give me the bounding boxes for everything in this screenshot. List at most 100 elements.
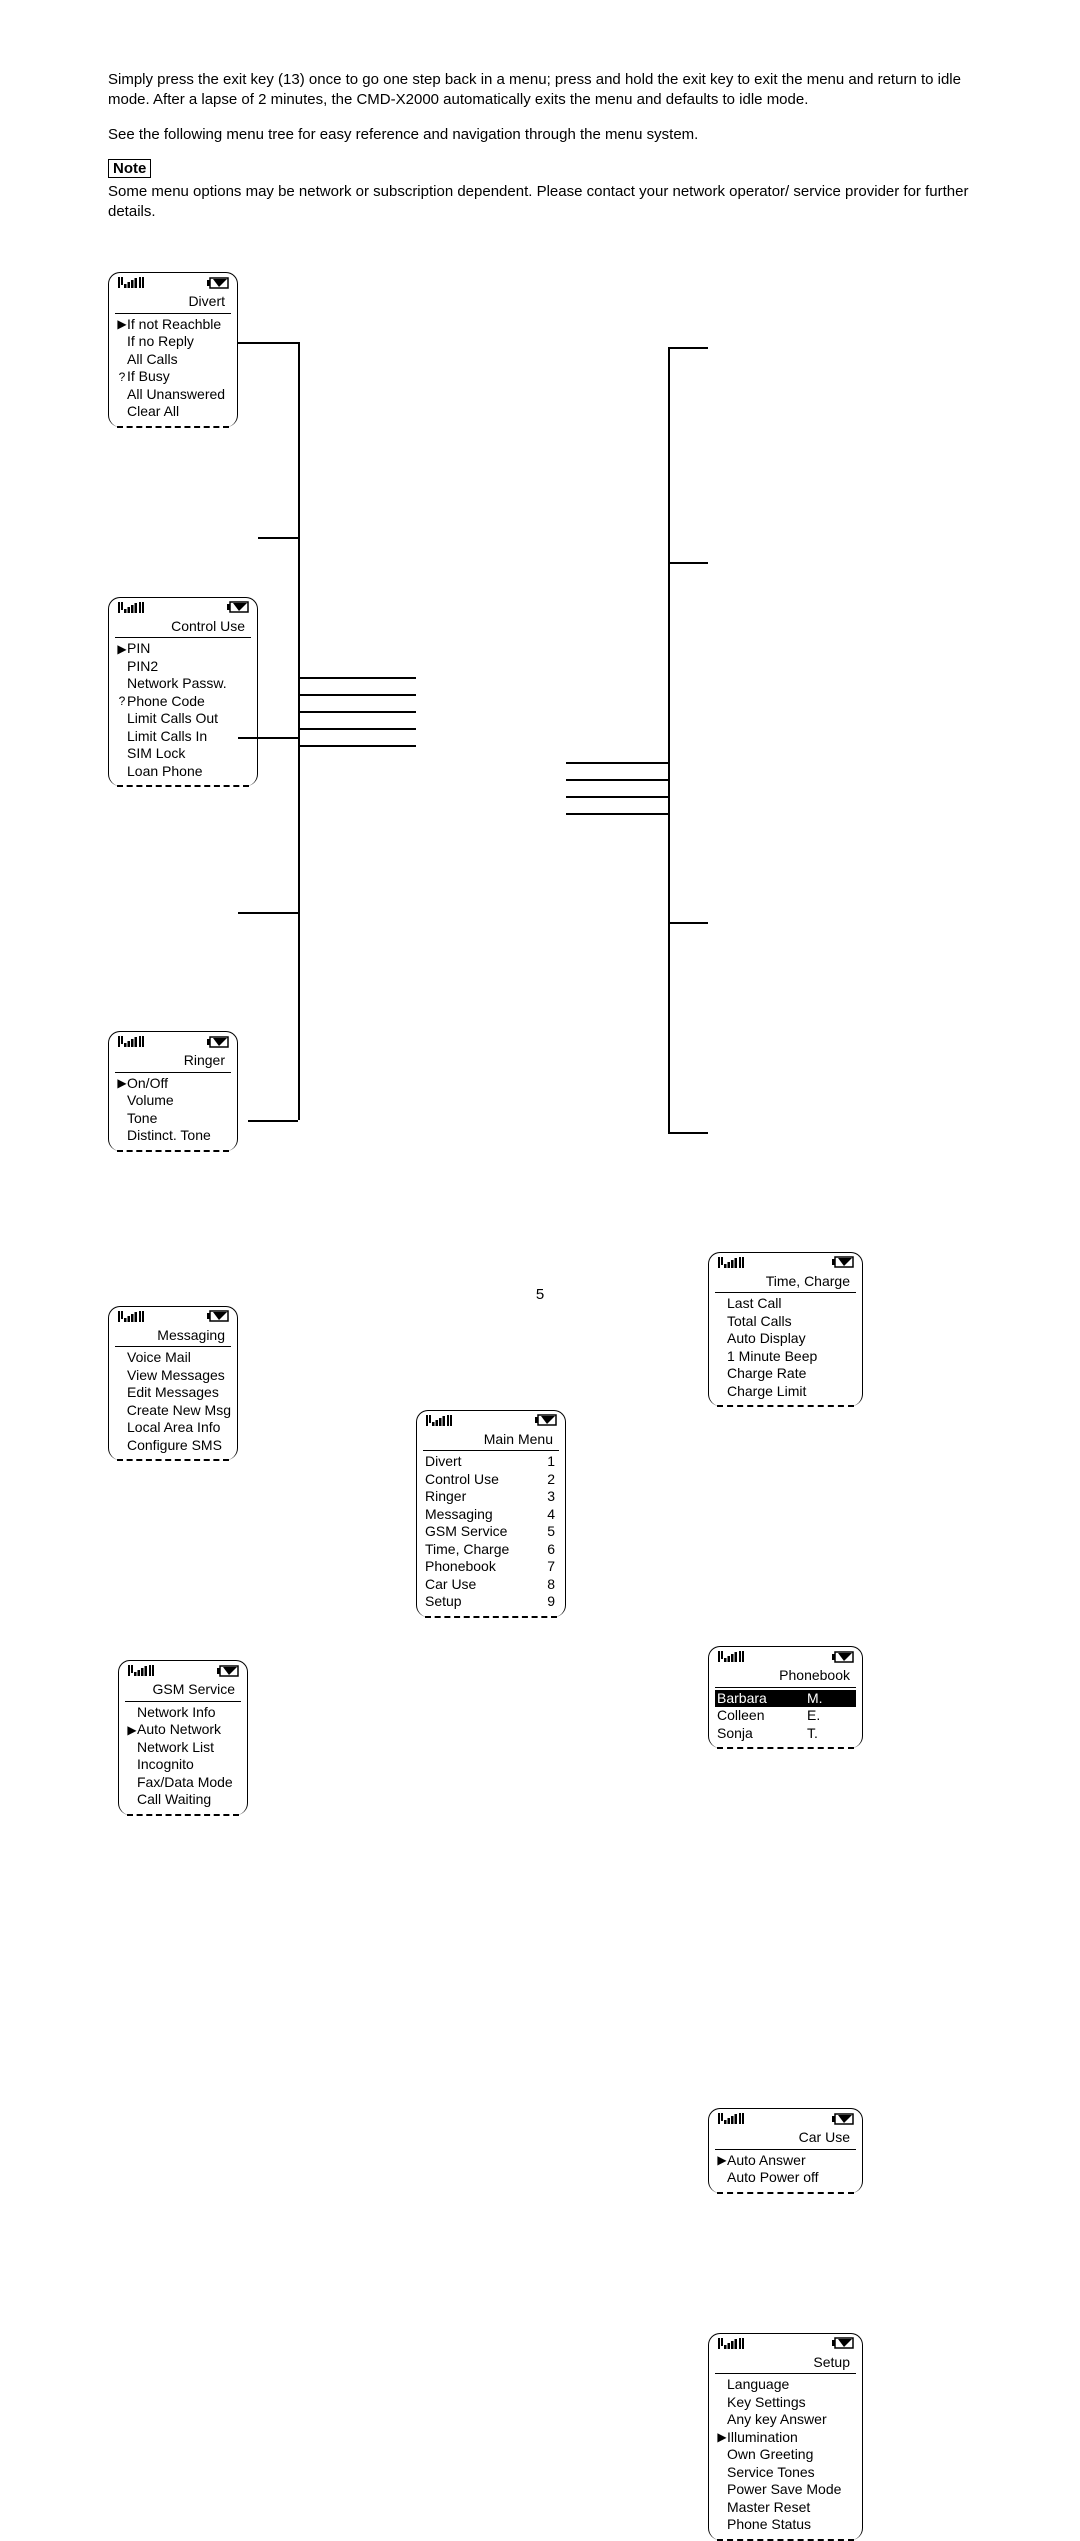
menu-item[interactable]: Call Waiting: [125, 1791, 241, 1809]
intro-paragraph-2: See the following menu tree for easy ref…: [108, 125, 972, 145]
contact-last: E.: [807, 1707, 820, 1725]
menu-item[interactable]: ▶PIN: [115, 640, 251, 658]
menu-item-label: Time, Charge: [425, 1541, 547, 1559]
menu-item[interactable]: Local Area Info: [115, 1419, 231, 1437]
signal-icon: [117, 1309, 145, 1328]
menu-item[interactable]: Network Info: [125, 1704, 241, 1722]
menu-item[interactable]: Limit Calls Out: [115, 710, 251, 728]
menu-item-label: Voice Mail: [127, 1349, 231, 1367]
menu-item[interactable]: Total Calls: [715, 1313, 856, 1331]
menu-item[interactable]: Phonebook7: [423, 1558, 559, 1576]
menu-item[interactable]: ▶If not Reachble: [115, 316, 231, 334]
menu-item[interactable]: View Messages: [115, 1367, 231, 1385]
menu-item-label: Setup: [425, 1593, 547, 1611]
menu-item-label: Fax/Data Mode: [137, 1774, 241, 1792]
battery-icon: [227, 600, 249, 618]
menu-item[interactable]: Setup9: [423, 1593, 559, 1611]
menu-item[interactable]: Charge Limit: [715, 1383, 856, 1401]
menu-item[interactable]: Time, Charge6: [423, 1541, 559, 1559]
menu-item-label: Illumination: [727, 2429, 856, 2447]
menu-item-label: Auto Answer: [727, 2152, 856, 2170]
menu-item[interactable]: Ringer3: [423, 1488, 559, 1506]
menu-item[interactable]: PIN2: [115, 658, 251, 676]
menu-item[interactable]: ▶On/Off: [115, 1075, 231, 1093]
menu-item[interactable]: ▶Auto Network: [125, 1721, 241, 1739]
menu-item[interactable]: Auto Power off: [715, 2169, 856, 2187]
menu-item[interactable]: All Calls: [115, 351, 231, 369]
menu-item-label: Auto Power off: [727, 2169, 856, 2187]
status-bar: [715, 1651, 856, 1667]
menu-item[interactable]: Tone: [115, 1110, 231, 1128]
connector-line: [298, 745, 416, 747]
menu-item[interactable]: Network List: [125, 1739, 241, 1757]
menu-item[interactable]: Divert1: [423, 1453, 559, 1471]
panel-title: Car Use: [715, 2129, 856, 2150]
panel-setup: SetupLanguageKey SettingsAny key Answer▶…: [708, 2333, 863, 2540]
menu-item[interactable]: Master Reset: [715, 2499, 856, 2517]
menu-item-label: Service Tones: [727, 2464, 856, 2482]
connector-line: [668, 347, 708, 349]
menu-item-label: Charge Limit: [727, 1383, 856, 1401]
menu-item[interactable]: Charge Rate: [715, 1365, 856, 1383]
menu-item[interactable]: ▶Auto Answer: [715, 2152, 856, 2170]
signal-icon: [117, 1034, 145, 1053]
menu-item[interactable]: BarbaraM.: [715, 1690, 856, 1708]
menu-item[interactable]: Car Use8: [423, 1576, 559, 1594]
menu-item[interactable]: Phone Status: [715, 2516, 856, 2534]
menu-item-number: 6: [547, 1541, 559, 1559]
menu-item[interactable]: Configure SMS: [115, 1437, 231, 1455]
menu-item[interactable]: Fax/Data Mode: [125, 1774, 241, 1792]
status-bar: [125, 1665, 241, 1681]
menu-item[interactable]: Edit Messages: [115, 1384, 231, 1402]
menu-item[interactable]: GSM Service5: [423, 1523, 559, 1541]
connector-line: [566, 762, 668, 764]
menu-item[interactable]: Any key Answer: [715, 2411, 856, 2429]
panel-title: Messaging: [115, 1327, 231, 1348]
menu-item[interactable]: Voice Mail: [115, 1349, 231, 1367]
battery-icon: [217, 1664, 239, 1682]
menu-item[interactable]: Last Call: [715, 1295, 856, 1313]
status-bar: [115, 602, 251, 618]
menu-item-number: 9: [547, 1593, 559, 1611]
menu-item[interactable]: Key Settings: [715, 2394, 856, 2412]
menu-item[interactable]: Language: [715, 2376, 856, 2394]
menu-item[interactable]: Loan Phone: [115, 763, 251, 781]
menu-item-label: Language: [727, 2376, 856, 2394]
menu-item[interactable]: Service Tones: [715, 2464, 856, 2482]
menu-item[interactable]: Messaging4: [423, 1506, 559, 1524]
menu-item[interactable]: SonjaT.: [715, 1725, 856, 1743]
menu-item[interactable]: All Unanswered: [115, 386, 231, 404]
menu-item[interactable]: Control Use2: [423, 1471, 559, 1489]
signal-icon: [425, 1413, 453, 1432]
menu-item[interactable]: Power Save Mode: [715, 2481, 856, 2499]
panel-title: Divert: [115, 293, 231, 314]
panel-messaging: MessagingVoice MailView MessagesEdit Mes…: [108, 1306, 238, 1461]
menu-item-label: Edit Messages: [127, 1384, 231, 1402]
panel-title: Phonebook: [715, 1667, 856, 1688]
menu-item[interactable]: Create New Msg: [115, 1402, 231, 1420]
menu-item[interactable]: Own Greeting: [715, 2446, 856, 2464]
menu-item-label: Limit Calls In: [127, 728, 251, 746]
menu-item[interactable]: Incognito: [125, 1756, 241, 1774]
menu-item[interactable]: Auto Display: [715, 1330, 856, 1348]
menu-item[interactable]: Volume: [115, 1092, 231, 1110]
menu-item-label: Distinct. Tone: [127, 1127, 231, 1145]
menu-item[interactable]: SIM Lock: [115, 745, 251, 763]
status-bar: [115, 1311, 231, 1327]
menu-item[interactable]: Clear All: [115, 403, 231, 421]
menu-item-label: Control Use: [425, 1471, 547, 1489]
menu-item[interactable]: Limit Calls In: [115, 728, 251, 746]
menu-item[interactable]: If no Reply: [115, 333, 231, 351]
menu-item[interactable]: ▶Illumination: [715, 2429, 856, 2447]
menu-item[interactable]: ColleenE.: [715, 1707, 856, 1725]
menu-item[interactable]: ?Phone Code: [115, 693, 251, 711]
menu-item[interactable]: ?If Busy: [115, 368, 231, 386]
panel-time: Time, ChargeLast CallTotal CallsAuto Dis…: [708, 1252, 863, 1407]
menu-item-label: Charge Rate: [727, 1365, 856, 1383]
menu-item[interactable]: Network Passw.: [115, 675, 251, 693]
menu-item-label: If no Reply: [127, 333, 231, 351]
connector-line: [238, 912, 298, 914]
menu-item[interactable]: 1 Minute Beep: [715, 1348, 856, 1366]
battery-icon: [207, 1309, 229, 1327]
menu-item[interactable]: Distinct. Tone: [115, 1127, 231, 1145]
